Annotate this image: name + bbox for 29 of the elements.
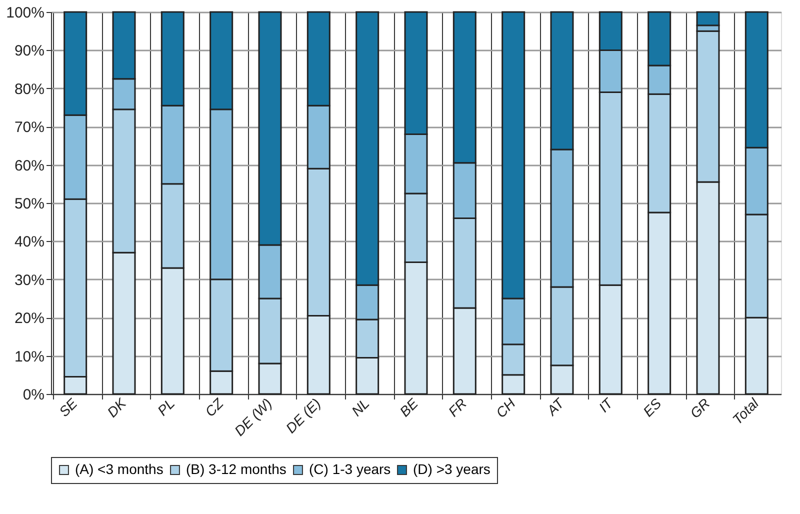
x-tick-label: FR xyxy=(445,395,470,420)
x-tick-label: DK xyxy=(104,394,130,420)
x-tick-label: AT xyxy=(543,394,568,420)
x-tick-label: SE xyxy=(56,394,81,420)
x-tick-label: DE (W) xyxy=(231,395,275,439)
y-tick-label: 60% xyxy=(14,157,44,174)
x-tick-label: BE xyxy=(396,394,422,420)
x-tick-label: IT xyxy=(595,394,617,416)
y-tick-label: 80% xyxy=(14,80,44,98)
x-tick-label: CH xyxy=(492,394,519,421)
legend-label: (A) <3 months xyxy=(75,461,164,477)
legend-label: (B) 3-12 months xyxy=(186,461,286,477)
y-tick-label: 100% xyxy=(6,4,44,22)
y-tick-label: 0% xyxy=(22,386,44,404)
x-tick-label: ES xyxy=(640,394,665,420)
y-tick-label: 20% xyxy=(14,310,44,328)
x-tick-label: DE (E) xyxy=(282,395,324,436)
y-tick-label: 30% xyxy=(14,272,44,289)
x-tick-label: CZ xyxy=(202,394,227,420)
legend-label: (C) 1-3 years xyxy=(309,461,391,477)
y-tick-label: 50% xyxy=(14,196,44,212)
legend-label: (D) >3 years xyxy=(413,461,490,477)
y-tick-label: 70% xyxy=(14,119,44,136)
y-tick-label: 10% xyxy=(14,348,44,366)
x-tick-label: PL xyxy=(154,395,178,419)
y-tick-label: 90% xyxy=(14,42,44,60)
x-tick-label: GR xyxy=(686,395,713,422)
y-tick-label: 40% xyxy=(14,234,44,251)
x-tick-label: NL xyxy=(348,395,372,420)
